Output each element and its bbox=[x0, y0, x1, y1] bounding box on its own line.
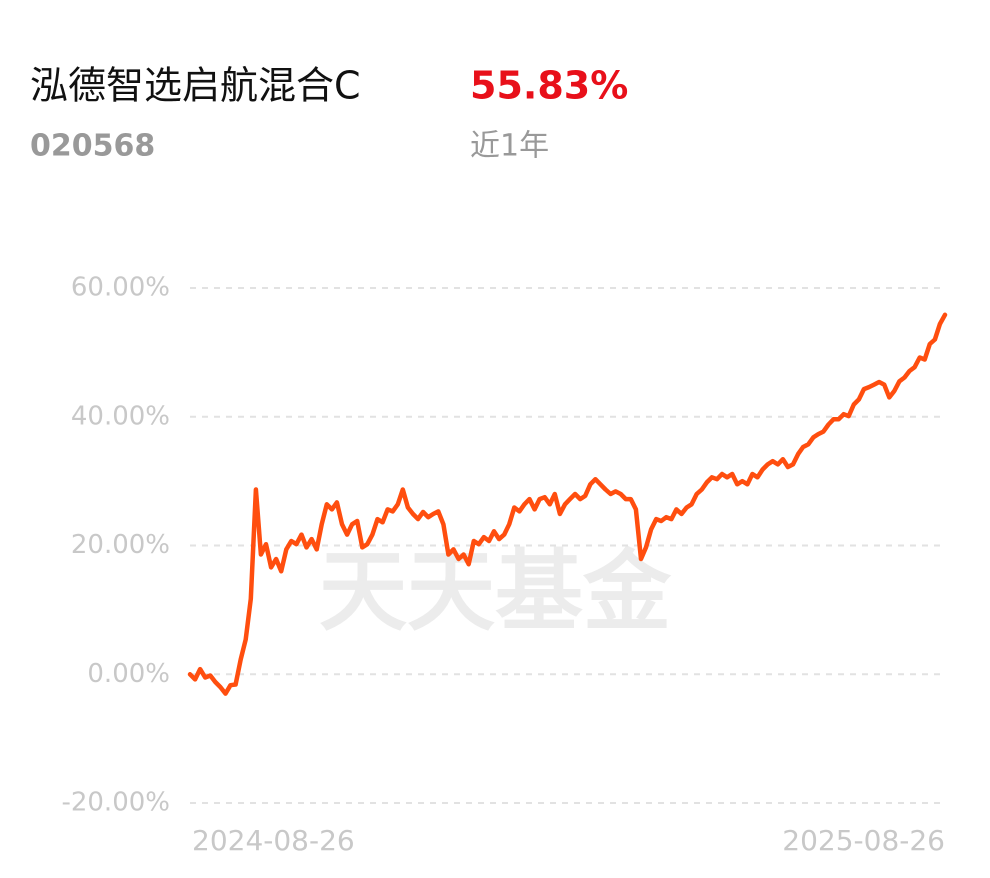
y-tick-label: -20.00% bbox=[61, 788, 170, 818]
fund-code: 020568 bbox=[30, 129, 155, 164]
x-tick-label: 2025-08-26 bbox=[782, 824, 945, 857]
watermark: 天天基金 bbox=[319, 540, 672, 643]
y-tick-label: 60.00% bbox=[71, 273, 170, 303]
series-line bbox=[187, 312, 948, 696]
fund-return: 55.83% bbox=[470, 64, 628, 108]
fund-name: 泓德智选启航混合C bbox=[30, 64, 361, 108]
x-tick-label: 2024-08-26 bbox=[192, 824, 355, 857]
y-tick-label: 40.00% bbox=[71, 401, 170, 431]
period: 近1年 bbox=[470, 129, 549, 164]
y-tick-label: 20.00% bbox=[71, 530, 170, 560]
y-tick-label: 0.00% bbox=[87, 659, 170, 689]
